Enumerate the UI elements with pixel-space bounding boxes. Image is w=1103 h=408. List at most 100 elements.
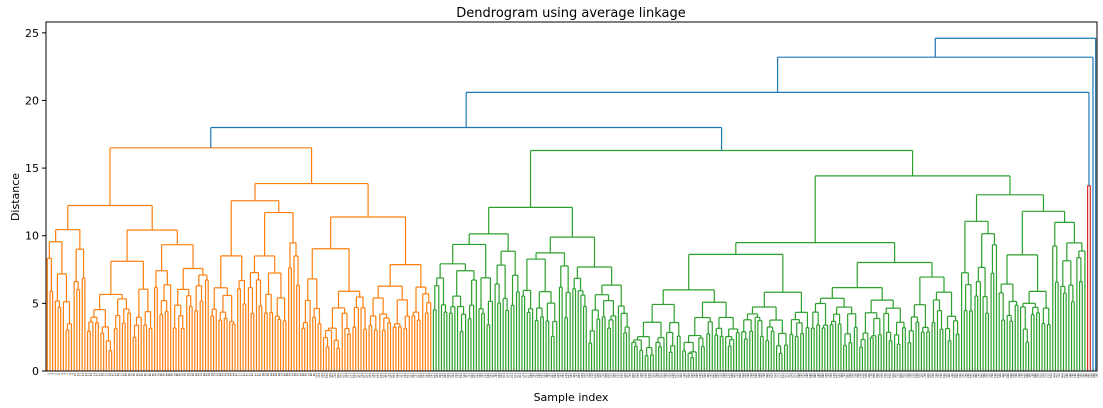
leaf-label: 99 (312, 373, 316, 377)
leaf-label: 334 (942, 373, 946, 378)
leaf-label: 162 (481, 373, 485, 378)
leaf-label: 272 (776, 373, 780, 378)
leaf-label: 20 (100, 373, 104, 377)
leaf-label: 229 (660, 373, 664, 378)
leaf-label: 320 (904, 373, 908, 378)
leaf-label: 69 (231, 373, 235, 377)
leaf-label: 120 (368, 373, 372, 378)
leaf-label: 28 (121, 373, 125, 377)
leaf-label: 175 (516, 373, 520, 378)
leaf-label: 387 (1084, 373, 1088, 378)
leaf-label: 303 (859, 373, 863, 378)
leaf-label: 41 (156, 373, 160, 377)
leaf-label: 18 (95, 373, 99, 377)
leaf-label: 63 (215, 373, 219, 377)
leaf-label: 173 (510, 373, 514, 378)
leaf-label: 71 (237, 373, 241, 377)
leaf-label: 85 (274, 373, 278, 377)
leaf-label: 215 (623, 373, 627, 378)
leaf-label: 231 (666, 373, 670, 378)
leaf-label: 202 (588, 373, 592, 378)
leaf-label: 197 (575, 373, 579, 378)
leaf-label: 344 (969, 373, 973, 378)
leaf-label: 166 (491, 373, 495, 378)
leaf-label: 352 (990, 373, 994, 378)
leaf-label: 325 (918, 373, 922, 378)
leaf-label: 25 (113, 373, 117, 377)
leaf-label: 372 (1044, 373, 1048, 378)
leaf-label: 132 (400, 373, 404, 378)
leaf-label: 62 (213, 373, 217, 377)
leaf-label: 373 (1046, 373, 1050, 378)
leaf-label: 339 (955, 373, 959, 378)
leaf-label: 180 (529, 373, 533, 378)
leaf-label: 289 (821, 373, 825, 378)
leaf-label: 57 (199, 373, 203, 377)
leaf-label: 286 (813, 373, 817, 378)
leaf-label: 244 (701, 373, 705, 378)
leaf-label: 301 (853, 373, 857, 378)
leaf-label: 24 (111, 373, 115, 377)
leaf-label: 96 (304, 373, 308, 377)
leaf-label: 105 (328, 373, 332, 378)
leaf-label: 187 (548, 373, 552, 378)
leaf-label: 119 (365, 373, 369, 378)
leaf-label: 246 (706, 373, 710, 378)
leaf-label: 158 (470, 373, 474, 378)
leaf-label: 22 (105, 373, 109, 377)
leaf-label: 267 (762, 373, 766, 378)
leaf-label: 17 (92, 373, 96, 377)
leaf-label: 355 (998, 373, 1002, 378)
leaf-label: 36 (143, 373, 147, 377)
leaf-label: 238 (684, 373, 688, 378)
leaf-label: 305 (864, 373, 868, 378)
leaf-label: 44 (164, 373, 168, 377)
y-tick-label: 5 (32, 297, 39, 310)
leaf-label: 184 (540, 373, 544, 378)
leaf-label: 186 (545, 373, 549, 378)
leaf-label: 378 (1060, 373, 1064, 378)
leaf-label: 287 (816, 373, 820, 378)
leaf-label: 203 (591, 373, 595, 378)
leaf-label: 275 (784, 373, 788, 378)
leaf-label: 351 (987, 373, 991, 378)
leaf-label: 261 (746, 373, 750, 378)
leaf-label: 213 (617, 373, 621, 378)
leaf-label: 84 (272, 373, 276, 377)
leaf-label: 0 (46, 373, 50, 375)
leaf-label: 48 (175, 373, 179, 377)
leaf-label: 107 (333, 373, 337, 378)
leaf-label: 253 (725, 373, 729, 378)
leaf-label: 328 (926, 373, 930, 378)
leaf-label: 170 (502, 373, 506, 378)
leaf-label: 153 (457, 373, 461, 378)
leaf-label: 76 (250, 373, 254, 377)
leaf-label: 280 (797, 373, 801, 378)
leaf-label: 73 (242, 373, 246, 377)
leaf-label: 157 (467, 373, 471, 378)
leaf-label: 249 (714, 373, 718, 378)
leaf-label: 312 (883, 373, 887, 378)
leaf-label: 232 (668, 373, 672, 378)
leaf-label: 332 (936, 373, 940, 378)
leaf-label: 97 (306, 373, 310, 377)
leaf-label: 256 (733, 373, 737, 378)
y-axis: 0 5 10 15 20 25 (25, 27, 46, 378)
leaf-label: 371 (1041, 373, 1045, 378)
leaf-label: 318 (899, 373, 903, 378)
leaf-label: 47 (172, 373, 176, 377)
leaf-label: 208 (604, 373, 608, 378)
leaf-label: 70 (234, 373, 238, 377)
leaf-label: 90 (288, 373, 292, 377)
leaf-label: 309 (875, 373, 879, 378)
leaf-label: 50 (180, 373, 184, 377)
leaf-label: 154 (459, 373, 463, 378)
leaf-label: 222 (642, 373, 646, 378)
leaf-label: 315 (891, 373, 895, 378)
leaf-label: 122 (373, 373, 377, 378)
plot-frame (45, 21, 1098, 372)
leaf-label: 359 (1009, 373, 1013, 378)
leaf-label: 375 (1052, 373, 1056, 378)
leaf-label: 123 (376, 373, 380, 378)
